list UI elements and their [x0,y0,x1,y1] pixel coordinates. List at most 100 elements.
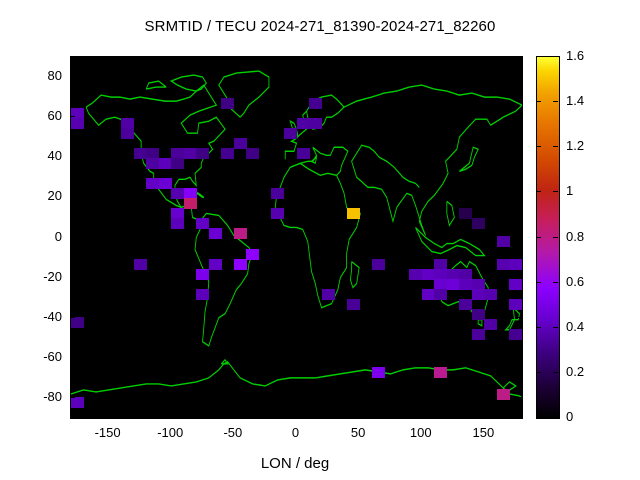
y-tick-label: -80 [43,388,62,404]
data-cell [183,148,197,160]
data-cell [471,328,485,340]
x-tick-mark [420,56,422,61]
x-tick-mark [420,413,422,418]
colorbar-tick-label: 0.2 [566,363,585,379]
data-cell [471,288,485,300]
x-tick-label: 50 [350,425,366,440]
data-cell [146,178,160,190]
x-tick-mark [295,56,297,61]
y-tick-mark [70,196,75,198]
data-cell [459,278,473,290]
data-cell [121,128,135,140]
y-tick-label: -60 [43,348,62,364]
data-cell [434,278,448,290]
x-tick-mark [107,413,109,418]
data-cell [146,158,160,170]
coastline-path [221,358,229,365]
data-cell [233,138,247,150]
data-cell [484,318,498,330]
data-cell [471,278,485,290]
data-cell [221,148,235,160]
data-cell [171,188,185,200]
data-cell [509,298,522,310]
data-cell [196,288,210,300]
data-cell [459,298,473,310]
y-tick-mark [517,276,522,278]
colorbar-tick-mark [553,326,558,328]
data-cell [171,218,185,230]
y-tick-label: -20 [43,268,62,284]
colorbar [536,56,560,419]
data-cell [221,98,235,110]
colorbar-tick-mark [553,371,558,373]
y-tick-mark [517,356,522,358]
plot-area[interactable] [70,56,523,419]
data-cell [434,288,448,300]
data-cell [371,366,385,378]
data-cell [71,316,84,328]
colorbar-tick-mark [553,417,558,418]
y-tick-mark [70,276,75,278]
x-tick-label: 100 [409,425,432,440]
colorbar-tick-mark [536,417,541,418]
data-cell [434,268,448,280]
y-tick-mark [70,156,75,158]
data-cell [121,118,135,130]
colorbar-gradient [537,57,559,418]
coastline-path [349,260,360,289]
coastline-path [504,307,521,331]
x-tick-mark [483,56,485,61]
x-tick-mark [170,413,172,418]
y-tick-label: 80 [47,68,62,84]
y-tick-mark [70,396,75,398]
x-tick-mark [107,56,109,61]
y-tick-mark [70,236,75,238]
colorbar-tick-mark [553,236,558,238]
data-cell [471,308,485,320]
x-tick-label: -50 [223,425,243,440]
data-cell [409,268,423,280]
data-cell [309,98,323,110]
data-cell [283,128,297,140]
y-tick-mark [517,116,522,118]
x-tick-mark [170,56,172,61]
y-tick-label: 0 [54,228,62,244]
data-cell [271,188,285,200]
data-cell [346,298,360,310]
data-cell [434,366,448,378]
colorbar-tick-label: 0 [566,409,574,424]
colorbar-tick-label: 0.4 [566,318,585,334]
colorbar-tick-mark [536,56,541,57]
data-cell [371,258,385,270]
y-tick-mark [70,316,75,318]
y-tick-label: -40 [43,308,62,324]
data-cell [233,228,247,240]
colorbar-tick-mark [553,281,558,283]
x-tick-label: -100 [157,425,184,440]
coastline-path [169,74,207,92]
data-cell [208,228,222,240]
data-cell [246,148,260,160]
data-cell [496,258,510,270]
y-tick-label: 60 [47,108,62,124]
coastline-path [343,84,522,236]
data-cell [158,158,172,170]
colorbar-tick-label: 1.4 [566,93,585,109]
data-cell [421,268,435,280]
x-tick-mark [232,56,234,61]
colorbar-tick-mark [536,191,541,193]
y-tick-mark [70,76,75,78]
y-tick-mark [517,236,522,238]
data-cell [246,248,260,260]
data-cell [71,118,84,130]
data-cell [196,218,210,230]
colorbar-tick-label: 0.8 [566,228,585,244]
data-cell [133,258,147,270]
data-cell [71,108,84,120]
data-cell [296,118,310,130]
colorbar-tick-mark [536,371,541,373]
data-cell [446,268,460,280]
data-cell [196,148,210,160]
coastline-path [311,155,318,165]
data-cell-layer [71,57,522,418]
